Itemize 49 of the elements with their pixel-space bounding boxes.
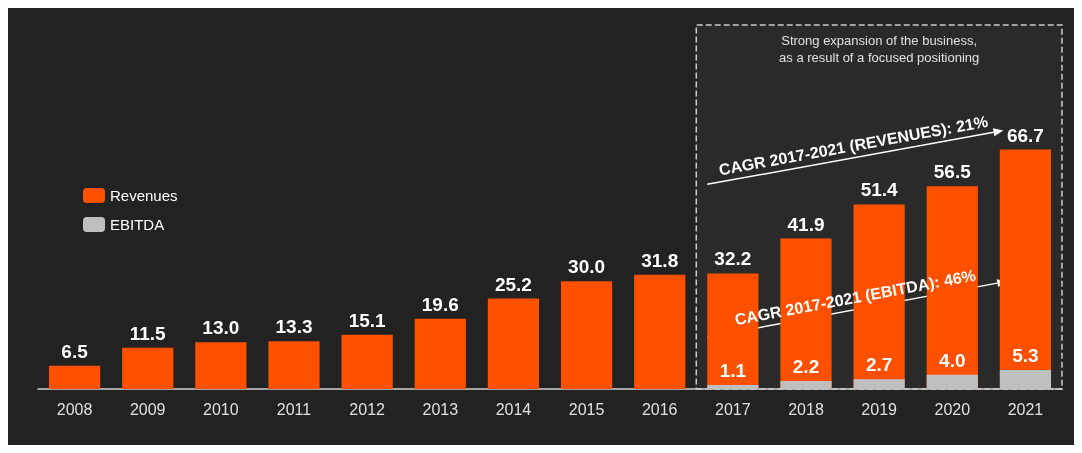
- x-tick-label: 2011: [276, 400, 312, 418]
- bar: [634, 274, 686, 389]
- bar: [195, 342, 247, 389]
- data-label: 51.4: [860, 179, 899, 201]
- data-label: 2.2: [792, 356, 820, 378]
- bar: [999, 369, 1052, 389]
- band-label: Strong expansion of the business, as a result of a focused positioning: [779, 33, 980, 66]
- data-label: 19.6: [421, 293, 459, 315]
- bar: [780, 381, 832, 389]
- data-label: 25.2: [494, 273, 532, 295]
- data-label: 56.5: [933, 161, 972, 183]
- x-tick-label: 2021: [1007, 400, 1044, 418]
- x-tick-label: 2019: [861, 400, 898, 418]
- data-label: 15.1: [348, 309, 387, 331]
- data-label: 2.7: [865, 354, 893, 376]
- x-tick-label: 2016: [641, 400, 678, 418]
- data-label: 30.0: [568, 256, 606, 278]
- data-label: 5.3: [1012, 344, 1039, 366]
- data-label: 13.3: [275, 316, 313, 338]
- data-label: 4.0: [939, 349, 966, 371]
- data-label: 11.5: [129, 322, 167, 344]
- legend-label: EBITDA: [110, 216, 165, 233]
- bar: [853, 379, 905, 389]
- x-tick-label: 2010: [203, 400, 239, 418]
- x-tick-label: 2020: [934, 400, 971, 418]
- bar: [48, 365, 101, 389]
- x-tick-label: 2009: [129, 400, 166, 418]
- x-tick-label: 2018: [788, 400, 824, 418]
- bar: [268, 341, 320, 389]
- data-label: 1.1: [719, 360, 747, 382]
- data-label: 13.0: [202, 317, 240, 339]
- bar: [707, 385, 759, 389]
- x-tick-label: 2013: [422, 400, 459, 418]
- bar: [341, 334, 393, 389]
- bar: [926, 374, 978, 389]
- legend-label: Revenues: [110, 187, 178, 204]
- x-tick-label: 2017: [715, 400, 751, 418]
- x-tick-label: 2014: [495, 400, 532, 418]
- data-label: 31.8: [641, 249, 679, 271]
- data-label: 66.7: [1006, 124, 1044, 146]
- bar: [560, 281, 613, 389]
- bar: [487, 298, 540, 389]
- x-tick-label: 2008: [56, 400, 93, 418]
- bar: [122, 347, 174, 389]
- data-label: 6.5: [61, 340, 89, 362]
- x-tick-label: 2012: [349, 400, 386, 418]
- data-label: 41.9: [787, 213, 825, 235]
- bar: [414, 318, 466, 389]
- x-tick-label: 2015: [568, 400, 605, 418]
